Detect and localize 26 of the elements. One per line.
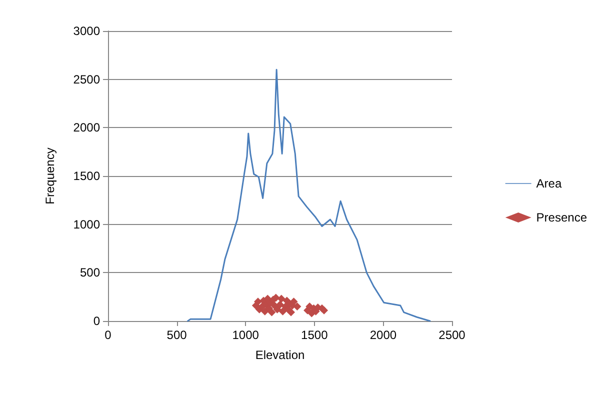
x-tick-label: 2000 [370,328,397,342]
x-tick-label: 0 [104,328,112,342]
y-axis-title: Frequency [43,148,57,204]
point [276,300,284,309]
x-axis-title: Elevation [255,348,305,362]
y-tick-label: 2500 [73,72,100,86]
y-tick-label: 3000 [73,24,100,38]
y-tick-label: 2000 [73,120,100,135]
x-tick-label: 1500 [301,328,328,342]
x-tick-label: 1000 [232,328,260,342]
legend-label: Area [536,176,562,190]
y-tick-label: 500 [80,266,100,280]
legend-label: Presence [536,210,588,224]
line-series [187,68,431,322]
y-tick-label: 0 [93,314,100,328]
x-tick-label: 2500 [438,328,466,342]
point [268,308,276,316]
y-tick-label: 1500 [73,169,100,183]
point [277,294,286,303]
point [287,308,296,316]
point [320,306,328,314]
x-tick-label: 500 [166,328,188,342]
point [278,307,287,316]
point [293,302,302,310]
point [273,305,282,314]
y-tick-label: 1000 [73,217,100,232]
